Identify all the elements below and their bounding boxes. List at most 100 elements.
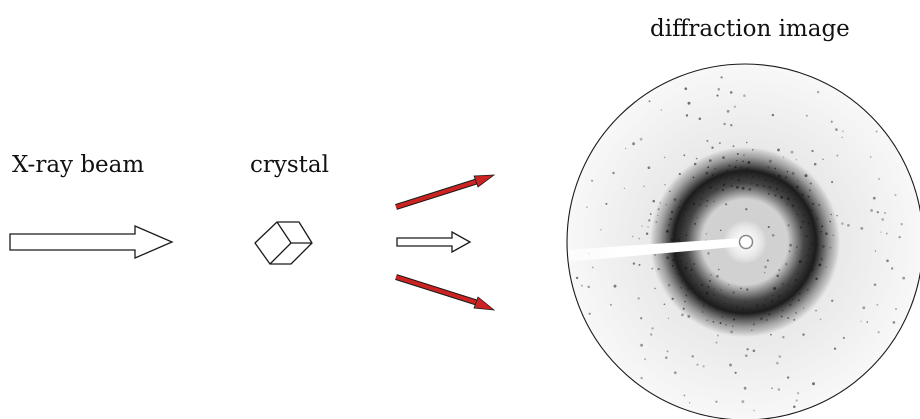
diffraction-spot [734,371,737,374]
diffraction-spot [718,175,721,177]
diffraction-spot [729,363,732,367]
diffraction-spot [772,294,774,296]
diffraction-spot [680,286,682,289]
diffraction-spot [831,180,834,184]
diffraction-spot [796,392,800,395]
diffraction-spot [692,289,695,292]
diffraction-spot [798,292,801,295]
diffraction-spot [720,289,722,291]
diffraction-spot [743,94,746,97]
diffraction-spot [687,101,691,105]
diffraction-spot [678,172,681,176]
diffraction-spot [819,318,822,321]
diffraction-spot [770,299,774,303]
diffraction-spot [632,142,636,146]
diffraction-spot [744,301,746,303]
diffraction-spot [736,153,739,155]
diffraction-spot [706,139,709,142]
diffraction-spot [718,142,721,145]
diffraction-spot [782,156,785,158]
diffraction-spot [724,203,728,206]
diffraction-spot [812,382,815,386]
diffraction-spot [680,279,684,283]
diffraction-spot [764,178,768,181]
diffraction-spot [753,409,755,412]
diffraction-spot [798,206,801,209]
diffraction-spot [820,231,822,233]
diffraction-spot [740,287,742,290]
diffraction-spot [890,267,894,270]
diffraction-spot [669,190,671,193]
diffraction-spot [841,222,844,225]
diffraction-spot [793,198,796,201]
diffraction-spot [624,147,627,150]
diffraction-spot [746,288,749,291]
diffraction-spot [683,154,686,157]
diffraction-spot [654,253,656,256]
diffraction-spot [892,321,896,324]
diffraction-spot [836,154,839,157]
diffraction-spot [701,191,704,194]
diffraction-spot [797,180,799,182]
diffraction-spot [780,315,783,318]
diffraction-spot [798,260,802,263]
diffraction-spot [679,200,682,202]
diffraction-spot [815,250,818,253]
diffraction-spot [741,307,745,310]
diffraction-spot [699,290,702,294]
diffraction-spot [808,248,811,251]
diffraction-spot [877,177,881,180]
diffraction-spot [797,272,800,275]
diffraction-spot [792,291,795,295]
diffraction-spot [747,161,751,164]
diffraction-spot [655,220,658,223]
beamstop-shadow [567,238,745,262]
diffraction-spot [752,349,756,353]
diffraction-spot [778,355,782,358]
diffraction-spot [811,149,814,153]
diffraction-spot [705,232,708,235]
diffraction-spot [659,201,662,204]
diffraction-spot [733,105,737,108]
diffraction-spot [764,271,766,274]
diffraction-spot [721,189,725,192]
diffraction-spot [885,232,888,235]
diffraction-spot [768,185,772,189]
diffraction-spot [781,309,784,312]
diffraction-spot [679,260,683,263]
diffraction-spot [821,225,824,228]
diffraction-spot [786,290,789,293]
diffraction-spot [765,172,769,176]
diffraction-spot [735,313,737,315]
diffraction-spot [724,323,728,326]
diffraction-spot [640,343,644,347]
diffraction-spot [691,355,694,358]
diffraction-spot [684,300,686,303]
diffraction-spot [692,202,696,206]
diffraction-spot [809,182,812,185]
diffraction-spot [684,87,688,91]
diffraction-spot [650,333,653,336]
diffraction-spot [698,117,702,121]
diffraction-spot [687,315,691,318]
diffraction-spot [786,170,789,173]
diffraction-spot [648,219,651,222]
diffraction-spot [801,193,804,197]
diffraction-spot [716,274,719,278]
diffraction-spot [678,206,681,209]
diffraction-spot [752,323,755,326]
diffraction-spot [667,283,671,287]
diffraction-spot [769,306,772,309]
diffraction-pattern [566,63,920,419]
diffraction-spot [807,222,810,225]
diffraction-spot [866,321,869,323]
diffraction-spot [587,285,590,289]
diffraction-spot [781,190,784,192]
diffraction-spot [787,224,790,227]
diffraction-spot [874,250,877,252]
diffraction-spot [623,187,626,189]
xray-beam-label: X-ray beam [12,152,145,178]
diffraction-spot [705,205,708,208]
diffraction-spot [700,197,703,201]
diffraction-spot [736,305,739,309]
